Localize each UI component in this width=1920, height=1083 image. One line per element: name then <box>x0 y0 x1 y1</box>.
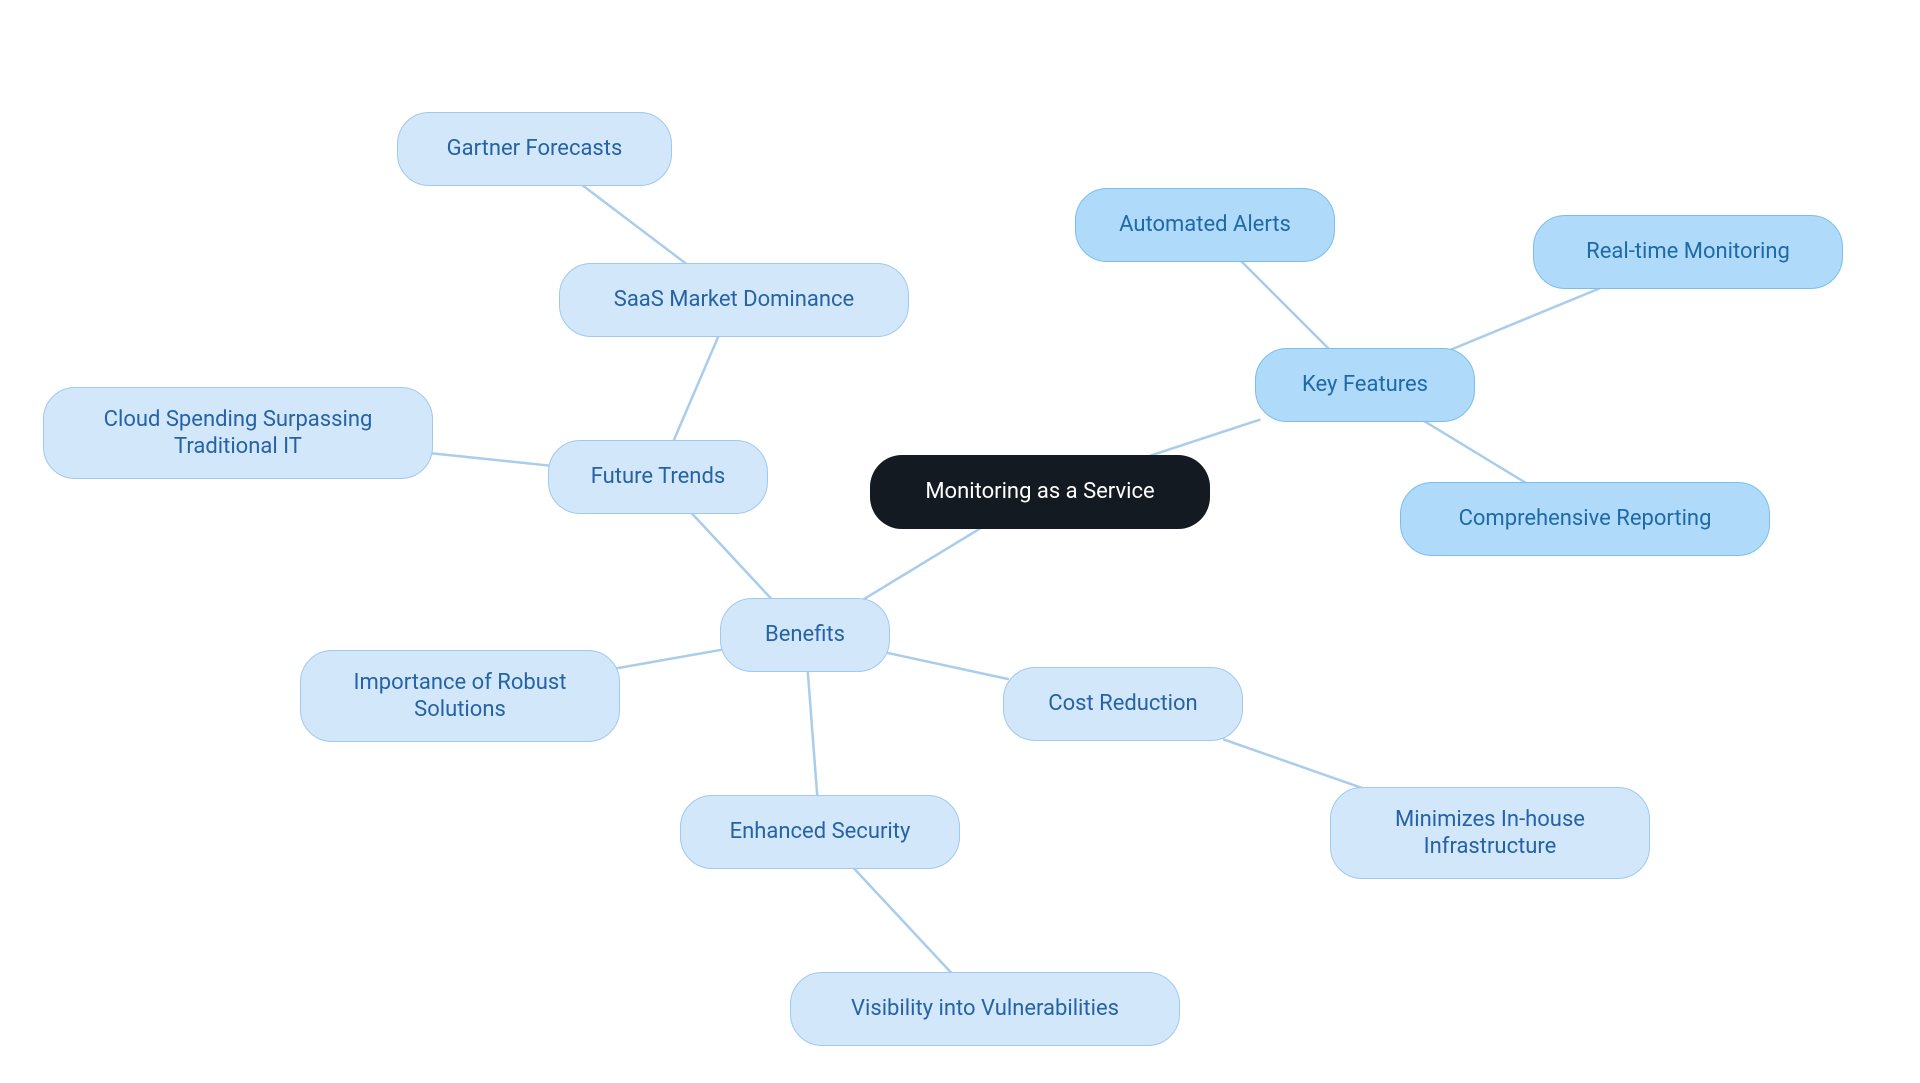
node-root: Monitoring as a Service <box>870 455 1210 529</box>
edge <box>673 336 718 442</box>
node-cost_red: Cost Reduction <box>1003 667 1243 741</box>
edge <box>1241 261 1330 350</box>
node-enh_sec: Enhanced Security <box>680 795 960 869</box>
edge <box>1148 420 1260 457</box>
node-benefits: Benefits <box>720 598 890 672</box>
edge <box>853 868 952 974</box>
node-cloud_spend: Cloud Spending Surpassing Traditional IT <box>43 387 433 479</box>
edge <box>691 513 772 600</box>
edge <box>425 453 552 466</box>
edge <box>614 649 724 668</box>
node-key_features: Key Features <box>1255 348 1475 422</box>
node-gartner: Gartner Forecasts <box>397 112 672 186</box>
node-saas: SaaS Market Dominance <box>559 263 909 337</box>
node-future: Future Trends <box>548 440 768 514</box>
edge <box>887 653 1008 679</box>
node-realtime: Real-time Monitoring <box>1533 215 1843 289</box>
node-robust: Importance of Robust Solutions <box>300 650 620 742</box>
edge <box>1224 740 1364 789</box>
edge <box>581 185 687 265</box>
node-reporting: Comprehensive Reporting <box>1400 482 1770 556</box>
node-auto_alerts: Automated Alerts <box>1075 188 1335 262</box>
edge <box>863 528 981 600</box>
edge <box>808 671 818 797</box>
node-visibility: Visibility into Vulnerabilities <box>790 972 1180 1046</box>
edge <box>1423 421 1526 484</box>
edge <box>1451 288 1601 350</box>
mindmap-canvas: Monitoring as a Service Key Features Autom… <box>0 0 1920 1083</box>
node-min_infra: Minimizes In-house Infrastructure <box>1330 787 1650 879</box>
